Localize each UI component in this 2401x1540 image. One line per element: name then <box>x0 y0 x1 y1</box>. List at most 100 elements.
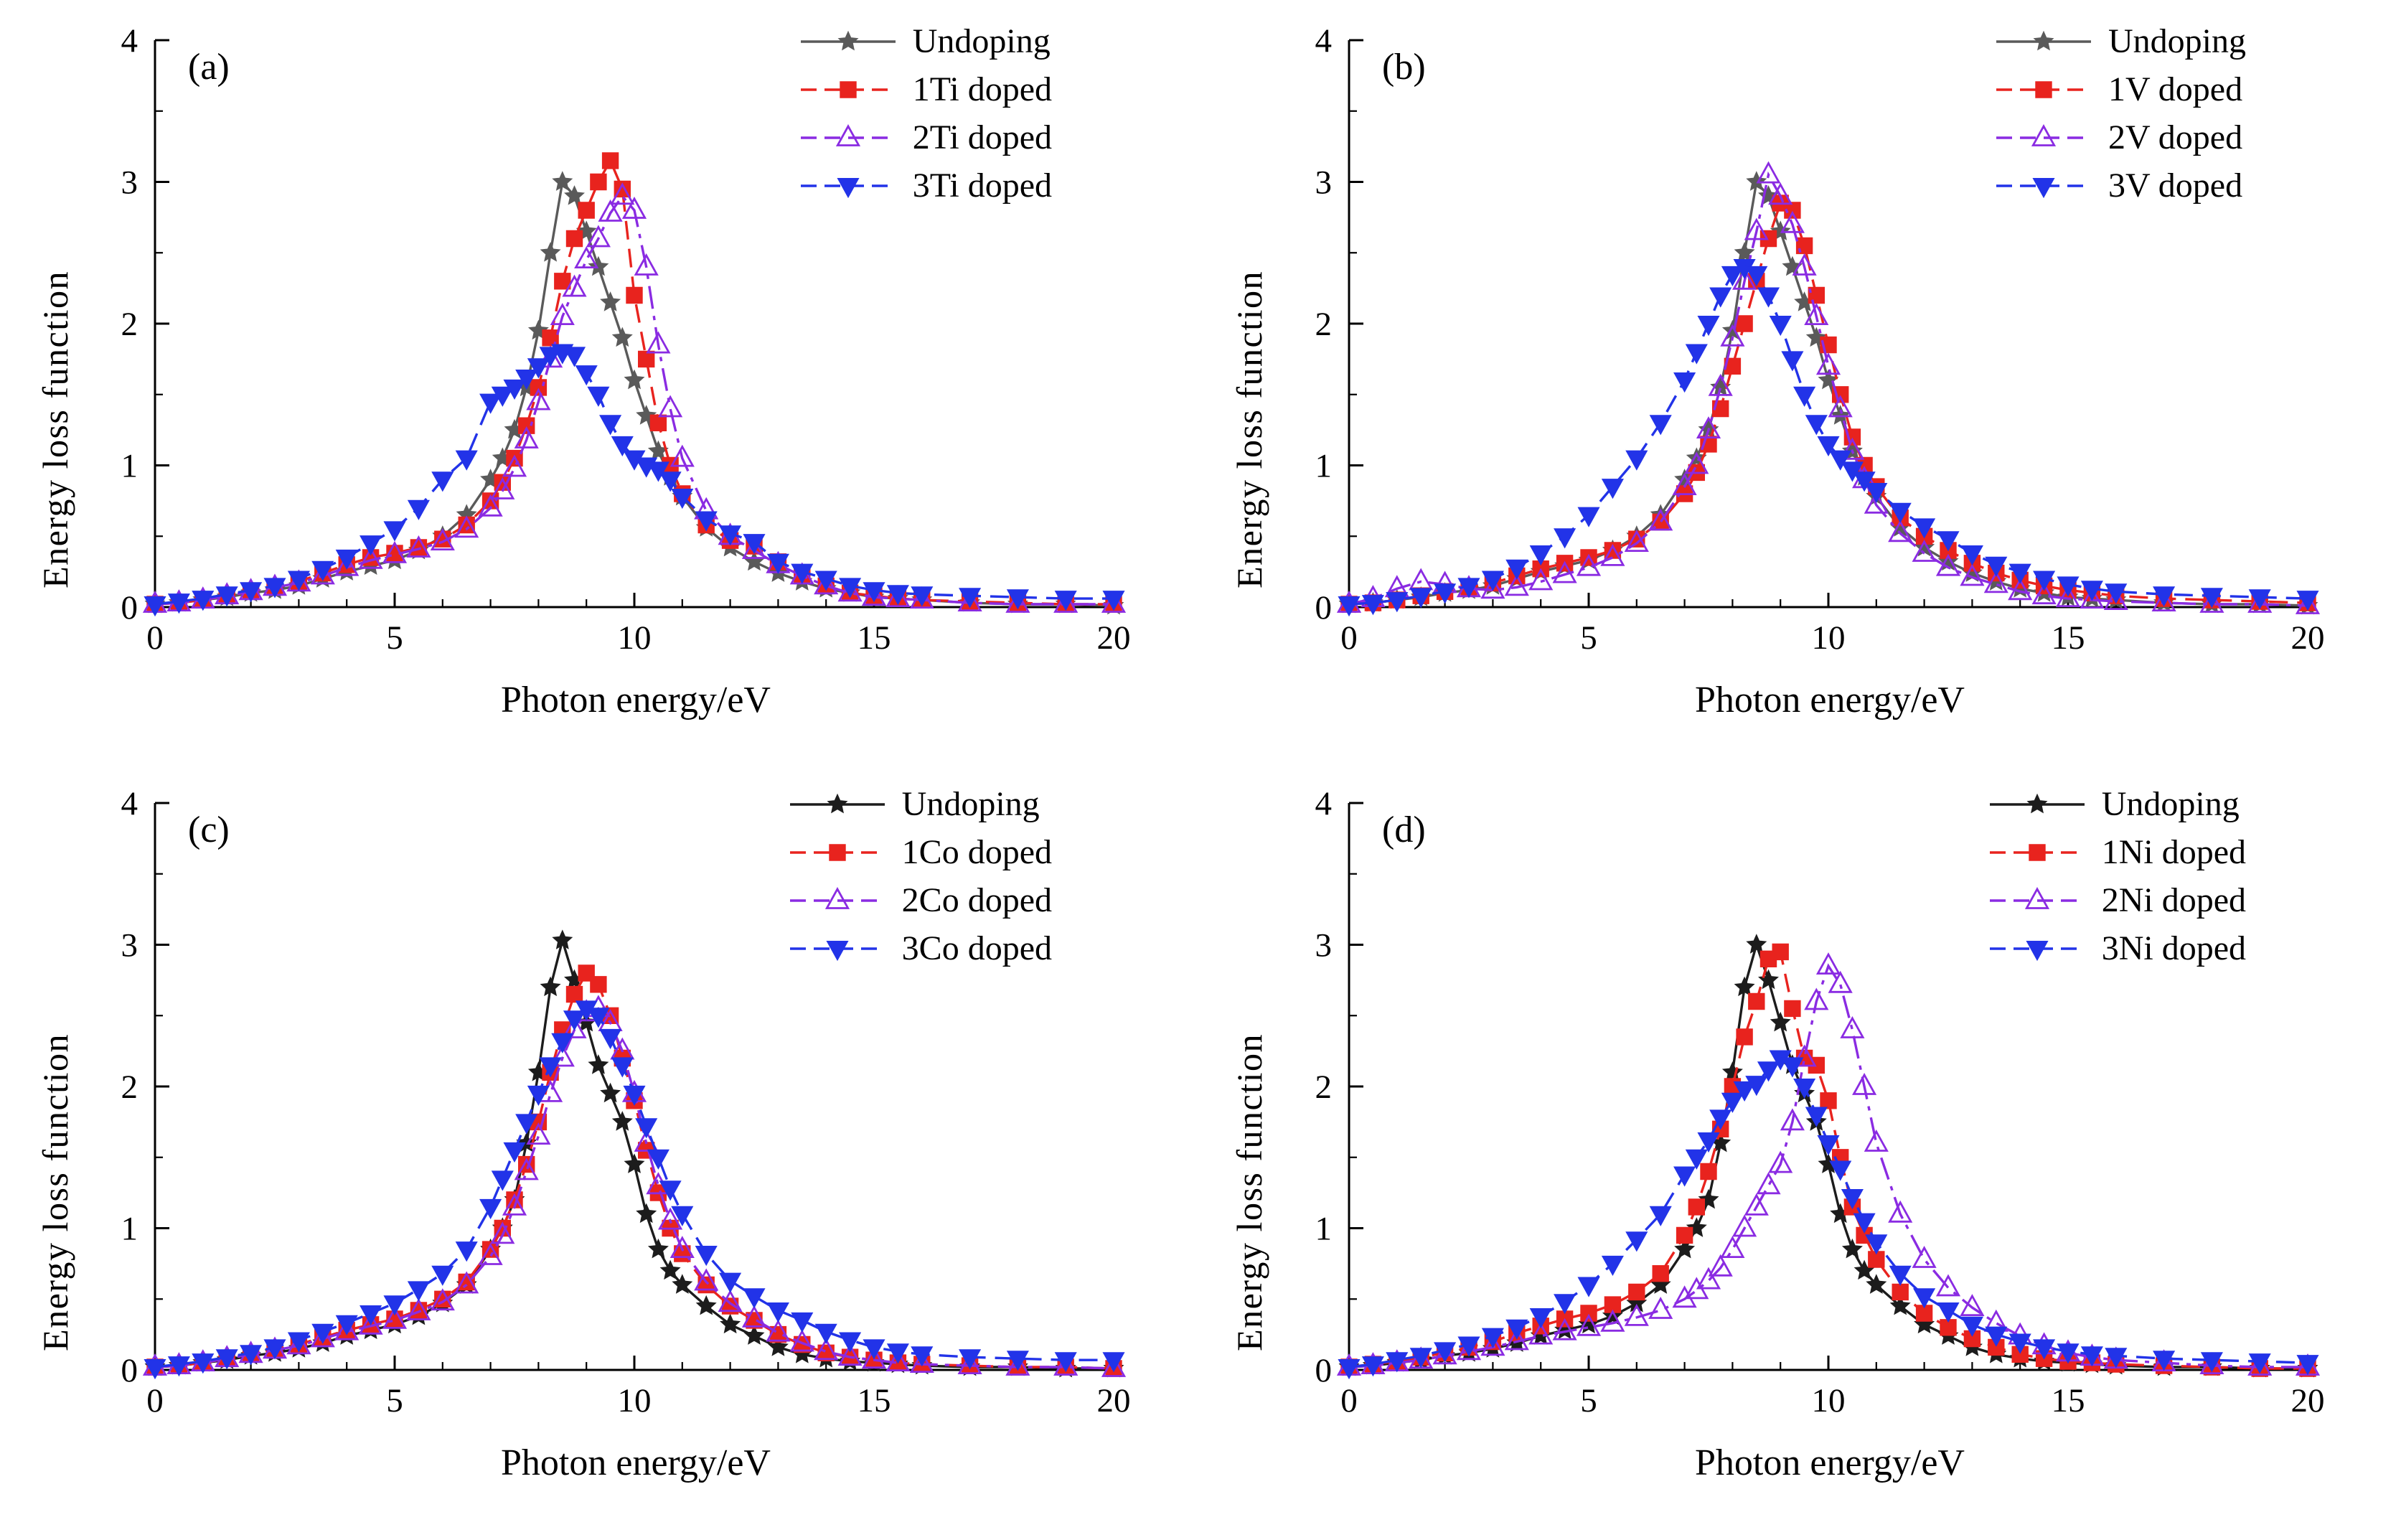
plot-area-a: 0 5 10 15 20 0 1 2 3 4 <box>121 22 1131 657</box>
legend-item: 1Ti doped <box>798 70 1052 109</box>
legend-square-marker-icon <box>1996 80 2091 98</box>
legend-label: 3Co doped <box>901 929 1052 967</box>
y-axis-label: Energy loss function <box>1229 270 1269 588</box>
svg-text:10: 10 <box>1812 619 1846 657</box>
plot-area-c: 0 5 10 15 20 0 1 2 3 4 <box>121 785 1131 1419</box>
legend-open-triangle-marker-icon <box>800 123 896 146</box>
svg-text:3: 3 <box>1315 164 1333 202</box>
panel-d: Energy loss function 0 5 10 15 20 0 1 2 3 4 (d) U… <box>1223 781 2367 1534</box>
legend-a: Undoping 1Ti doped 2Ti doped 3Ti doped <box>798 22 1052 214</box>
legend-item: 3Ti doped <box>798 166 1052 205</box>
legend-item: 3V doped <box>1993 166 2246 205</box>
legend-item: 2Co doped <box>787 881 1052 920</box>
svg-text:3: 3 <box>1315 927 1333 964</box>
legend-item: 1Co doped <box>787 832 1052 872</box>
legend-label: Undoping <box>912 22 1051 60</box>
legend-item: 2Ti doped <box>798 118 1052 157</box>
legend-d: Undoping 1Ni doped 2Ni doped 3Ni doped <box>1987 784 2246 977</box>
y-axis-label-container: Energy loss function <box>29 781 82 1534</box>
legend-label: 1Ti doped <box>912 70 1052 108</box>
legend-item: 2V doped <box>1993 118 2246 157</box>
svg-text:1: 1 <box>1315 448 1333 485</box>
legend-label: 2Co doped <box>901 881 1052 919</box>
panel-b: Energy loss function 0 5 10 15 20 0 1 2 3 4 (b) U… <box>1223 19 2367 771</box>
plot-area-b: 0 5 10 15 20 0 1 2 3 4 <box>1315 22 2325 657</box>
svg-text:5: 5 <box>1580 1382 1597 1419</box>
svg-text:1: 1 <box>121 1211 138 1248</box>
svg-text:2: 2 <box>121 306 138 343</box>
legend-label: 2Ni doped <box>2101 881 2246 919</box>
svg-text:0: 0 <box>121 589 138 626</box>
legend-down-triangle-marker-icon <box>800 177 896 198</box>
panel-tag-b: (b) <box>1382 47 1426 88</box>
svg-text:4: 4 <box>1315 22 1333 60</box>
svg-text:10: 10 <box>618 1382 652 1419</box>
svg-text:5: 5 <box>386 1382 403 1419</box>
svg-text:0: 0 <box>146 1382 164 1419</box>
legend-down-triangle-marker-icon <box>1989 940 2085 961</box>
legend-square-marker-icon <box>800 80 896 98</box>
legend-label: 1V doped <box>2108 70 2243 108</box>
svg-text:1: 1 <box>121 448 138 485</box>
svg-text:0: 0 <box>1315 1352 1333 1389</box>
x-axis-label: Photon energy/eV <box>501 680 771 720</box>
plot-region-c: 0 5 10 15 20 0 1 2 3 4 (c) Undoping 1Co doped 2Co… <box>82 781 1144 1534</box>
legend-item: 1Ni doped <box>1987 832 2246 872</box>
legend-item: 3Co doped <box>787 929 1052 968</box>
svg-text:0: 0 <box>1340 619 1358 657</box>
svg-text:2: 2 <box>1315 1069 1333 1106</box>
x-axis-label: Photon energy/eV <box>1695 1442 1965 1483</box>
svg-text:20: 20 <box>1097 1382 1131 1419</box>
svg-text:3: 3 <box>121 927 138 964</box>
y-axis-label-container: Energy loss function <box>1223 781 1276 1534</box>
svg-text:20: 20 <box>1097 619 1131 657</box>
svg-text:15: 15 <box>858 619 891 657</box>
panel-c: Energy loss function 0 5 10 15 20 0 1 2 3 4 (c) U… <box>29 781 1173 1534</box>
legend-label: 1Ni doped <box>2101 833 2246 871</box>
svg-text:5: 5 <box>386 619 403 657</box>
legend-label: 1Co doped <box>901 833 1052 871</box>
legend-square-marker-icon <box>1989 843 2085 861</box>
svg-text:4: 4 <box>121 785 138 822</box>
svg-text:15: 15 <box>858 1382 891 1419</box>
svg-text:2: 2 <box>1315 306 1333 343</box>
svg-text:0: 0 <box>1340 1382 1358 1419</box>
svg-text:0: 0 <box>146 619 164 657</box>
svg-text:2: 2 <box>121 1069 138 1106</box>
legend-label: 2V doped <box>2108 118 2243 156</box>
legend-star-marker-icon <box>1989 793 2085 813</box>
legend-open-triangle-marker-icon <box>789 886 885 909</box>
svg-text:4: 4 <box>121 22 138 60</box>
panel-tag-c: (c) <box>188 809 230 850</box>
svg-text:5: 5 <box>1580 619 1597 657</box>
legend-b: Undoping 1V doped 2V doped 3V doped <box>1993 22 2246 214</box>
svg-text:20: 20 <box>2291 619 2325 657</box>
legend-label: 2Ti doped <box>912 118 1052 156</box>
svg-text:0: 0 <box>1315 589 1333 626</box>
legend-label: Undoping <box>901 785 1040 823</box>
y-axis-label: Energy loss function <box>35 270 75 588</box>
legend-label: 3Ti doped <box>912 166 1052 205</box>
legend-square-marker-icon <box>789 843 885 861</box>
panel-tag-a: (a) <box>188 47 230 88</box>
plot-region-b: 0 5 10 15 20 0 1 2 3 4 (b) Undoping 1V doped 2V d… <box>1276 19 2338 771</box>
y-axis-label-container: Energy loss function <box>29 19 82 771</box>
legend-label: 3Ni doped <box>2101 929 2246 967</box>
legend-open-triangle-marker-icon <box>1989 886 2085 909</box>
panel-a: Energy loss function 0 5 10 15 20 0 1 2 3 4 (a) U… <box>29 19 1173 771</box>
legend-item: 2Ni doped <box>1987 881 2246 920</box>
svg-text:1: 1 <box>1315 1211 1333 1248</box>
svg-text:3: 3 <box>121 164 138 202</box>
svg-text:10: 10 <box>1812 1382 1846 1419</box>
legend-label: 3V doped <box>2108 166 2243 205</box>
legend-item: 1V doped <box>1993 70 2246 109</box>
svg-text:10: 10 <box>618 619 652 657</box>
svg-text:15: 15 <box>2052 619 2085 657</box>
legend-label: Undoping <box>2108 22 2246 60</box>
plot-region-d: 0 5 10 15 20 0 1 2 3 4 (d) Undoping 1Ni doped 2Ni… <box>1276 781 2338 1534</box>
x-axis-label: Photon energy/eV <box>1695 680 1965 720</box>
legend-down-triangle-marker-icon <box>1996 177 2091 198</box>
legend-star-marker-icon <box>1996 30 2091 50</box>
legend-item: Undoping <box>1987 784 2246 824</box>
